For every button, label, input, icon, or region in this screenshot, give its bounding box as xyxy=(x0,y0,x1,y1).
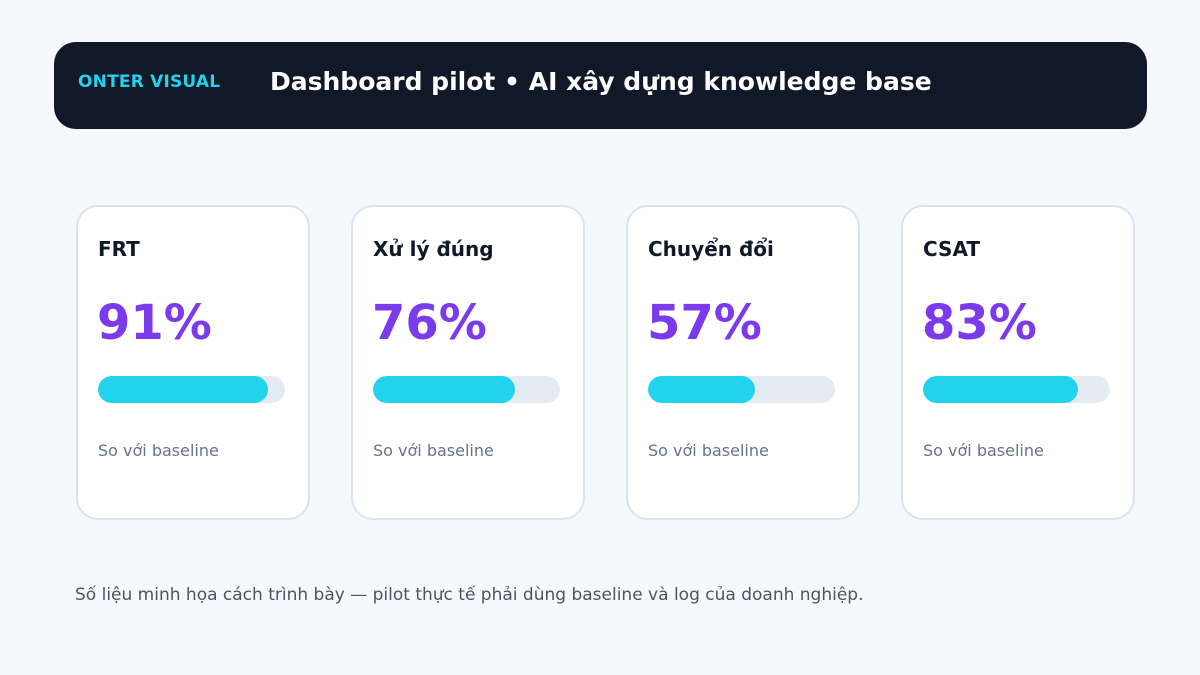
metric-card-xu-ly-dung: Xử lý đúng 76% So với baseline xyxy=(351,205,585,520)
metric-label: FRT xyxy=(98,237,140,261)
metric-value: 83% xyxy=(922,295,1037,351)
progress-track xyxy=(923,376,1110,403)
metric-label: Xử lý đúng xyxy=(373,237,494,261)
progress-fill xyxy=(923,376,1079,403)
metric-value: 76% xyxy=(372,295,487,351)
metric-note: So với baseline xyxy=(648,441,769,460)
metric-note: So với baseline xyxy=(373,441,494,460)
progress-track xyxy=(98,376,285,403)
progress-fill xyxy=(373,376,516,403)
progress-track xyxy=(373,376,560,403)
metric-card-chuyen-doi: Chuyển đổi 57% So với baseline xyxy=(626,205,860,520)
brand-logo-text: ONTER VISUAL xyxy=(78,72,221,92)
metric-card-frt: FRT 91% So với baseline xyxy=(76,205,310,520)
page-title: Dashboard pilot • AI xây dựng knowledge … xyxy=(270,67,932,96)
progress-fill xyxy=(98,376,269,403)
metric-label: Chuyển đổi xyxy=(648,237,774,261)
header-bar: ONTER VISUAL Dashboard pilot • AI xây dự… xyxy=(54,42,1147,129)
metric-note: So với baseline xyxy=(98,441,219,460)
metric-label: CSAT xyxy=(923,237,981,261)
progress-track xyxy=(648,376,835,403)
metric-note: So với baseline xyxy=(923,441,1044,460)
progress-fill xyxy=(648,376,755,403)
metric-card-csat: CSAT 83% So với baseline xyxy=(901,205,1135,520)
metric-value: 57% xyxy=(647,295,762,351)
footnote: Số liệu minh họa cách trình bày — pilot … xyxy=(75,585,864,605)
metric-value: 91% xyxy=(97,295,212,351)
